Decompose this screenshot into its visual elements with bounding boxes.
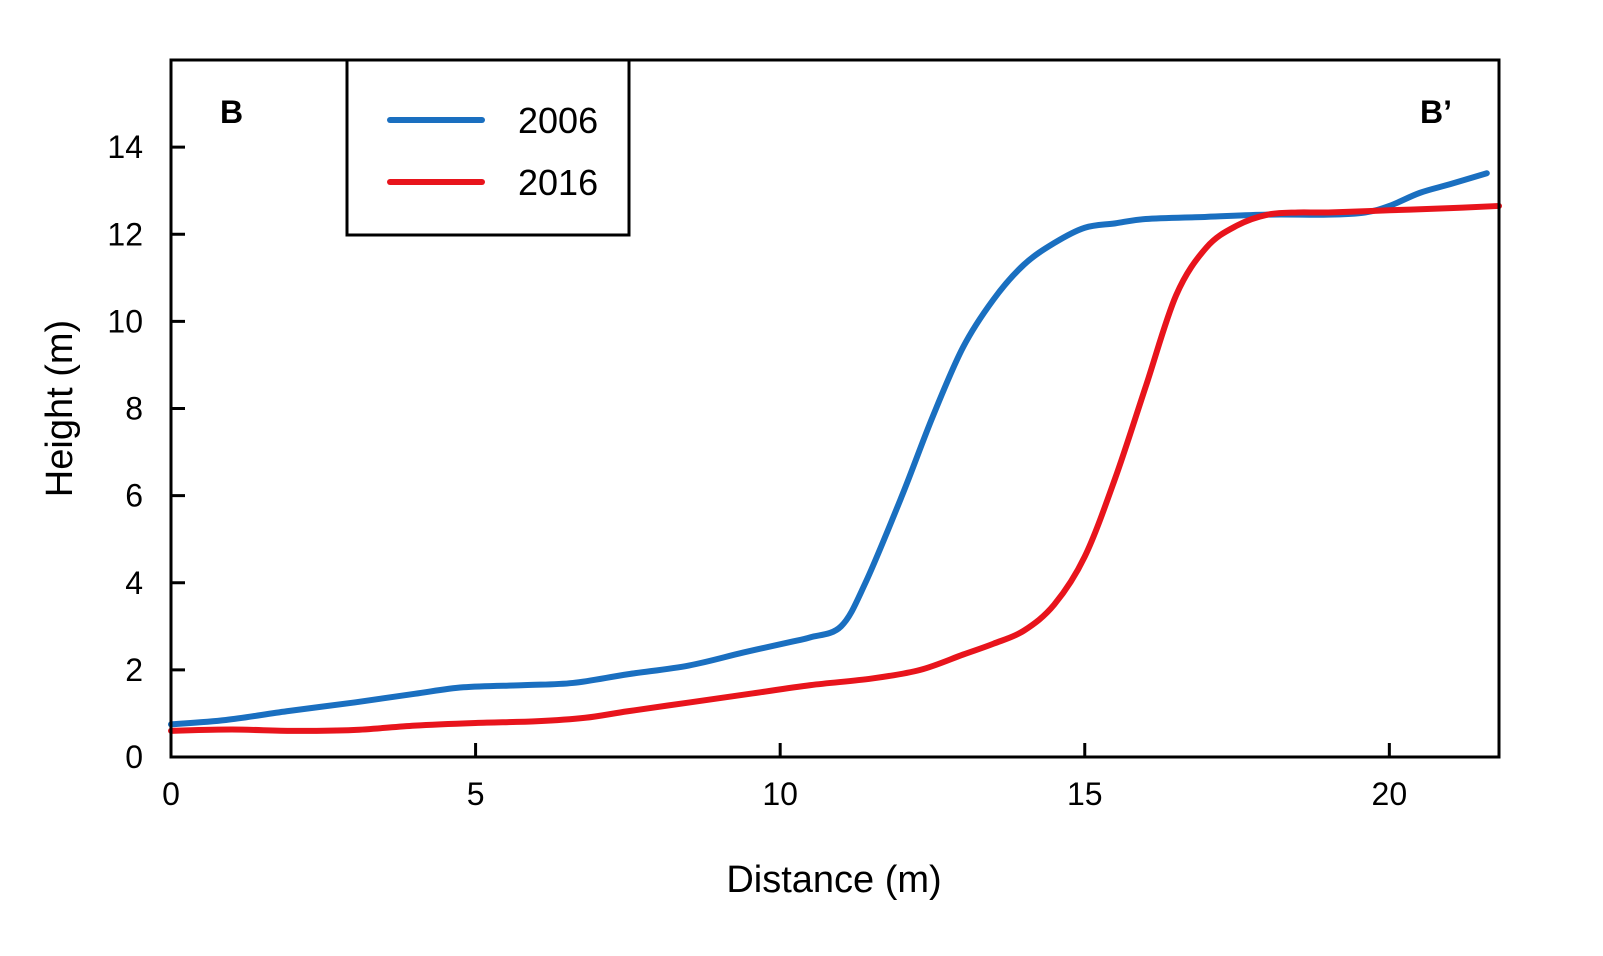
legend: 2006 2016 (345, 58, 631, 237)
x-tick-label: 15 (1067, 776, 1103, 812)
section-end-label: B’ (1420, 94, 1452, 130)
x-tick-label: 5 (467, 776, 485, 812)
y-tick-label: 6 (125, 478, 143, 514)
x-tick-label: 10 (762, 776, 798, 812)
y-tick-label: 12 (107, 216, 143, 252)
y-tick-label: 4 (125, 565, 143, 601)
x-axis-ticks: 0 5 10 15 20 (162, 743, 1407, 812)
y-axis-title: Height (m) (39, 320, 81, 497)
legend-box (345, 58, 631, 237)
y-tick-label: 14 (107, 129, 143, 165)
x-tick-label: 20 (1372, 776, 1408, 812)
section-start-label: B (220, 94, 243, 130)
x-axis-title: Distance (m) (726, 859, 941, 901)
y-axis-ticks: 0 2 4 6 8 10 12 14 (107, 129, 185, 775)
series-layer (168, 170, 1502, 734)
y-tick-label: 2 (125, 652, 143, 688)
legend-label-2006: 2006 (518, 100, 598, 141)
series-line-2006 (168, 170, 1490, 728)
x-tick-label: 0 (162, 776, 180, 812)
y-tick-label: 8 (125, 391, 143, 427)
legend-label-2016: 2016 (518, 162, 598, 203)
y-tick-label: 10 (107, 303, 143, 339)
plot-frame (169, 58, 1501, 759)
series-line-2016 (168, 202, 1502, 734)
y-tick-label: 0 (125, 739, 143, 775)
